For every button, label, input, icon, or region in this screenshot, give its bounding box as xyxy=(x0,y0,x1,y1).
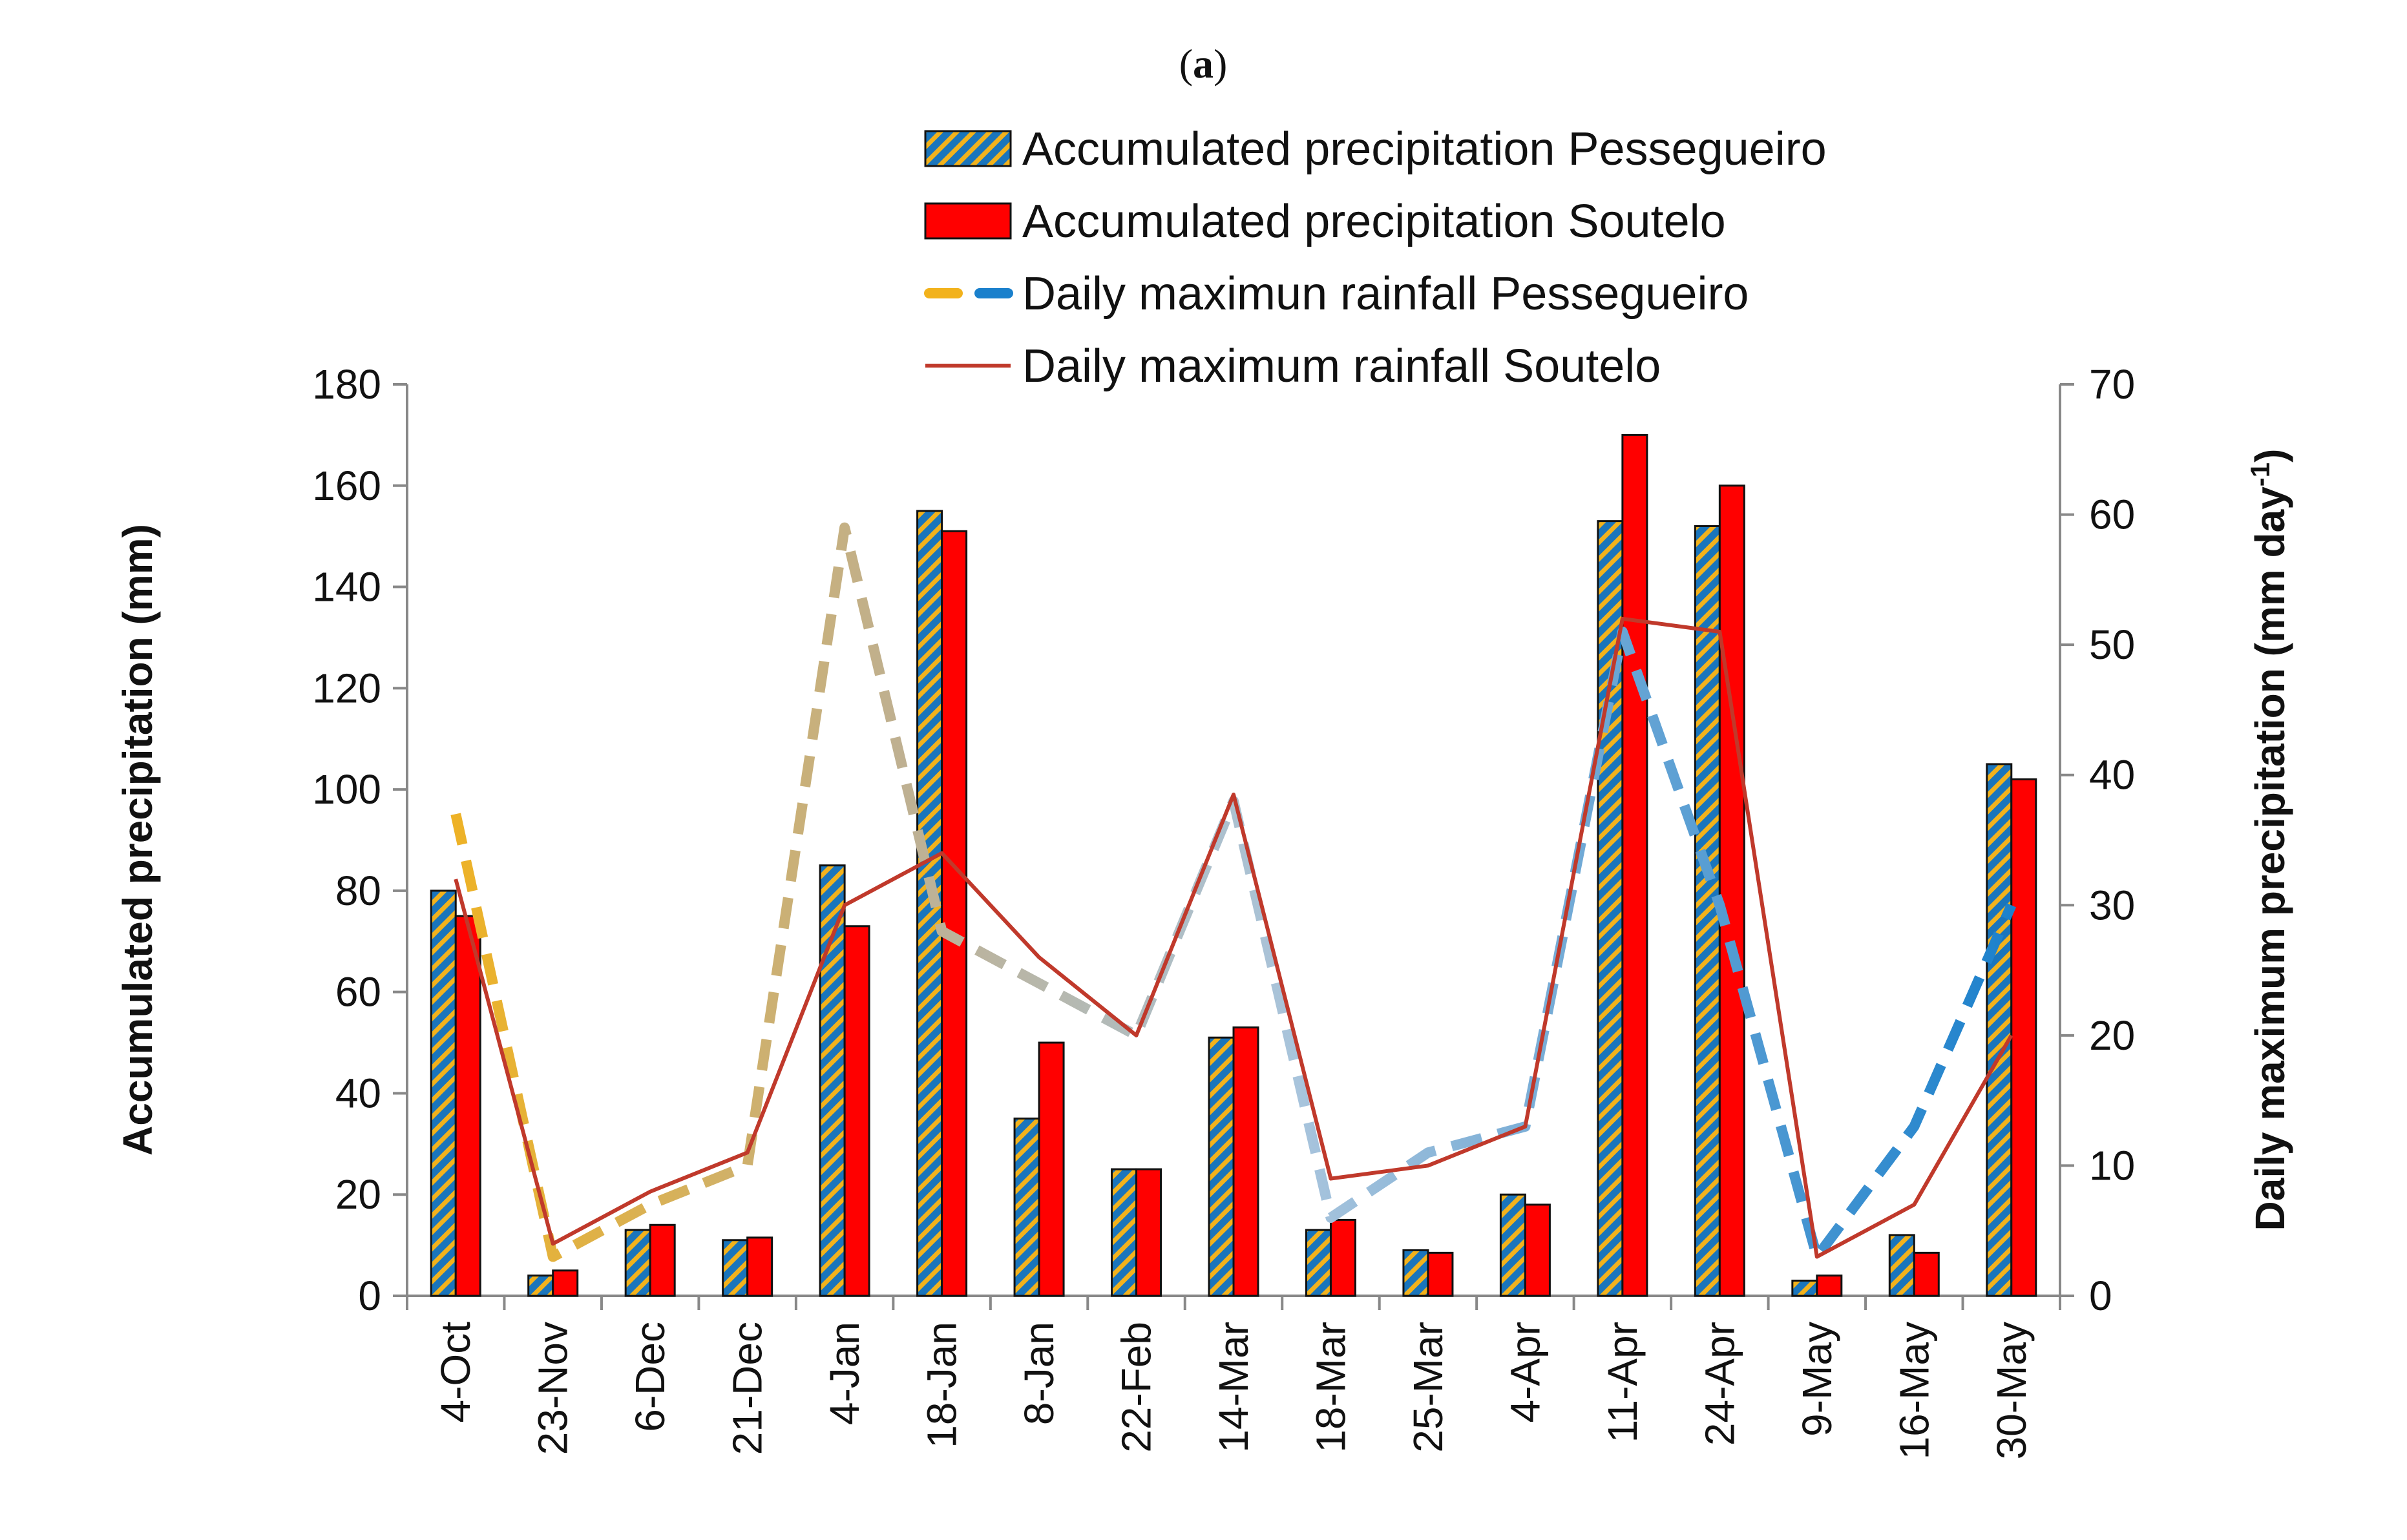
x-tick-group: 4-Oct 23-Nov 6-Dec 21-Dec 4-Jan 18-Jan 8-Jan 22… xyxy=(406,1296,2061,1459)
x-tick-label: 21-Dec xyxy=(724,1322,771,1455)
y2-tick-label: 30 xyxy=(2089,882,2135,928)
x-tick-label: 11-Apr xyxy=(1599,1322,1646,1442)
x-tick-label: 6-Dec xyxy=(627,1322,673,1432)
x-tick-label: 30-May xyxy=(1988,1322,2035,1459)
bar-soutelo xyxy=(941,530,968,1297)
y-tick-label: 160 xyxy=(312,463,381,509)
bar-pessegueiro xyxy=(819,864,846,1297)
line-group xyxy=(450,522,2017,1262)
bar-group xyxy=(430,433,2037,1297)
bar-pessegueiro xyxy=(1694,525,1721,1297)
x-tick-label: 4-Oct xyxy=(432,1322,479,1423)
y-tick-label: 140 xyxy=(312,564,381,610)
bar-pessegueiro xyxy=(1888,1234,1915,1297)
bar-pessegueiro xyxy=(1111,1168,1138,1297)
x-tick-label: 9-May xyxy=(1794,1322,1840,1437)
x-tick-label: 23-Nov xyxy=(530,1322,576,1455)
bar-soutelo xyxy=(1524,1203,1551,1297)
panel-label: (a) xyxy=(1179,41,1228,87)
bar-soutelo xyxy=(1038,1041,1065,1297)
x-tick-label: 18-Mar xyxy=(1307,1322,1354,1453)
bar-soutelo xyxy=(1329,1218,1356,1297)
bar-pessegueiro xyxy=(1013,1118,1040,1297)
bar-soutelo xyxy=(1232,1026,1259,1297)
bar-soutelo xyxy=(1621,433,1648,1297)
bar-soutelo xyxy=(649,1223,676,1297)
x-tick-label: 18-Jan xyxy=(919,1322,965,1448)
y-tick-label: 60 xyxy=(335,969,381,1015)
y2-tick-label: 0 xyxy=(2089,1273,2112,1319)
legend-item: Daily maximun rainfall Pessegueiro xyxy=(924,268,1749,320)
bar-pessegueiro xyxy=(1208,1036,1235,1297)
y2-tick-label: 60 xyxy=(2089,492,2135,538)
y-tick-label: 80 xyxy=(335,868,381,914)
bar-pessegueiro xyxy=(624,1229,651,1297)
bar-soutelo xyxy=(746,1236,773,1297)
y-tick-label: 0 xyxy=(358,1273,381,1319)
y2-tick-label: 20 xyxy=(2089,1012,2135,1059)
x-tick-label: 4-Jan xyxy=(821,1322,868,1425)
x-tick-label: 22-Feb xyxy=(1113,1322,1160,1453)
x-tick-label: 4-Apr xyxy=(1502,1322,1548,1423)
legend-label: Daily maximum rainfall Soutelo xyxy=(1022,340,1661,392)
legend-label: Accumulated precipitation Pessegueiro xyxy=(1022,123,1827,175)
x-tick-label: 14-Mar xyxy=(1210,1322,1257,1453)
legend-item: Accumulated precipitation Soutelo xyxy=(924,196,1726,247)
bar-soutelo xyxy=(1718,484,1745,1297)
bar-pessegueiro xyxy=(1791,1279,1818,1297)
y2-tick-label: 40 xyxy=(2089,752,2135,798)
bar-pessegueiro xyxy=(430,890,457,1297)
line-soutelo xyxy=(454,616,2013,1259)
y2-tick-label: 10 xyxy=(2089,1142,2135,1189)
legend-label: Accumulated precipitation Soutelo xyxy=(1022,196,1726,247)
bar-pessegueiro xyxy=(527,1275,554,1297)
legend-swatch xyxy=(924,130,1012,167)
legend-label: Daily maximun rainfall Pessegueiro xyxy=(1022,268,1749,320)
y-axis-title: Accumulated precipitation (mm) xyxy=(114,524,161,1156)
legend: Accumulated precipitation Pessegueiro Acc… xyxy=(924,123,1827,392)
legend-item: Accumulated precipitation Pessegueiro xyxy=(924,123,1827,175)
x-tick-label: 16-May xyxy=(1891,1322,1937,1459)
y2-axis-title: Daily maximum precipitation (mm day-1) xyxy=(2245,449,2294,1231)
y2-tick-group: 0 10 20 30 40 50 60 70 xyxy=(2060,361,2135,1319)
y-tick-label: 120 xyxy=(312,665,381,711)
bar-soutelo xyxy=(1427,1251,1454,1297)
y-tick-label: 180 xyxy=(312,361,381,408)
y2-tick-label: 70 xyxy=(2089,361,2135,408)
bar-pessegueiro xyxy=(1986,763,2013,1297)
y2-tick-label: 50 xyxy=(2089,621,2135,668)
bar-soutelo xyxy=(2010,778,2037,1297)
bar-pessegueiro xyxy=(1402,1249,1429,1297)
y-tick-label: 20 xyxy=(335,1171,381,1218)
bar-soutelo xyxy=(1913,1251,1940,1297)
x-tick-label: 24-Apr xyxy=(1696,1322,1743,1446)
x-tick-label: 8-Jan xyxy=(1016,1322,1062,1425)
x-tick-label: 25-Mar xyxy=(1405,1322,1451,1453)
bar-soutelo xyxy=(552,1269,579,1297)
bar-soutelo xyxy=(454,915,481,1297)
legend-swatch xyxy=(924,202,1012,240)
y-tick-group: 0 20 40 60 80 100 120 140 160 180 xyxy=(312,361,407,1319)
bar-pessegueiro xyxy=(1499,1193,1526,1297)
y-tick-label: 40 xyxy=(335,1070,381,1116)
bar-pessegueiro xyxy=(722,1239,749,1297)
bar-pessegueiro xyxy=(1305,1229,1332,1297)
bar-soutelo xyxy=(1135,1168,1162,1297)
y-tick-label: 100 xyxy=(312,766,381,813)
axes: 0 20 40 60 80 100 120 140 160 180 0 10 20 30 40 50 60 70… xyxy=(312,361,2135,1459)
bar-soutelo xyxy=(1816,1275,1843,1297)
legend-item: Daily maximum rainfall Soutelo xyxy=(925,340,1661,392)
bar-soutelo xyxy=(843,925,870,1297)
